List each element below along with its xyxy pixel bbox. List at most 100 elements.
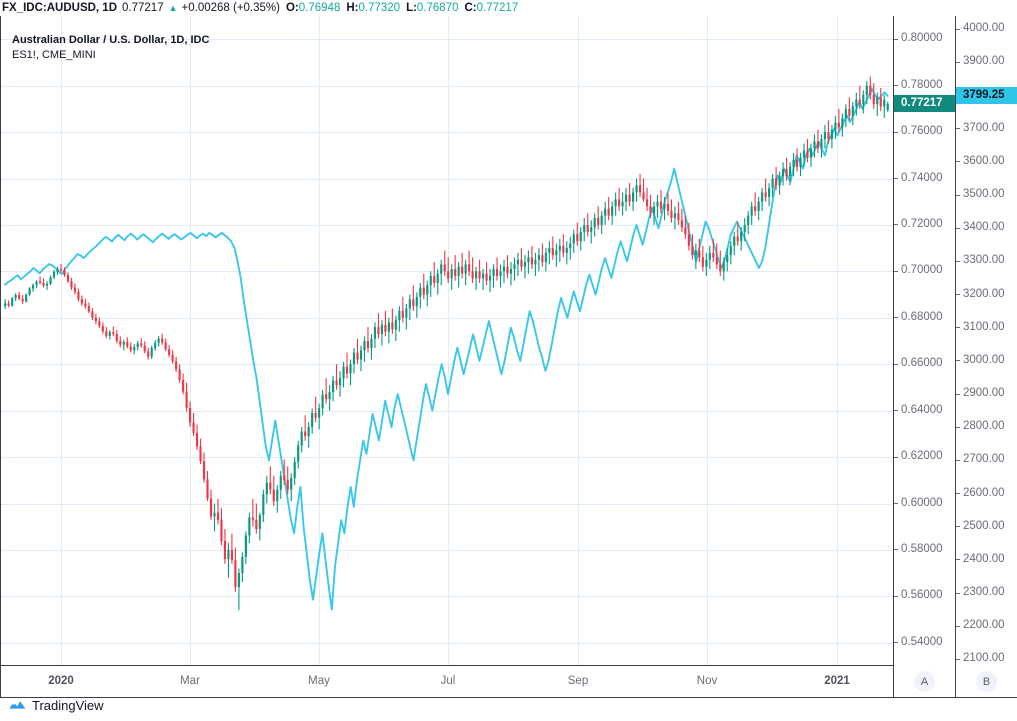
tick-label: 0.62000: [901, 450, 943, 463]
series-line-es1: [4, 88, 889, 611]
tick-label: 2800.00: [963, 420, 1005, 433]
tradingview-brand-label: TradingView: [32, 698, 104, 713]
time-axis-label: Nov: [696, 675, 718, 687]
tick-mark: [956, 426, 960, 428]
open-label: O:: [285, 2, 299, 14]
high-label: H:: [346, 2, 359, 14]
tick-label: 0.64000: [901, 403, 943, 416]
price-change: +0.00268 (+0.35%): [181, 2, 280, 14]
last-price: 0.77217: [122, 2, 164, 14]
tick-mark: [894, 549, 898, 551]
current-price-badge[interactable]: 0.77217: [894, 95, 955, 113]
tick-label: 3100.00: [963, 320, 1005, 333]
time-axis-label: May: [308, 675, 330, 687]
tick-mark: [956, 61, 960, 63]
tick-label: 0.54000: [901, 635, 943, 648]
tick-label: 0.56000: [901, 589, 943, 602]
tick-label: 2100.00: [963, 652, 1005, 665]
scale-button-a[interactable]: A: [893, 666, 955, 698]
tick-label: 0.66000: [901, 357, 943, 370]
tick-mark: [956, 625, 960, 627]
tick-label: 0.76000: [901, 125, 943, 138]
tick-label: 3700.00: [963, 121, 1005, 134]
price-scale-left-audusd[interactable]: 0.80000 0.78000 0.76000 0.74000 0.72000 0.700…: [893, 16, 955, 666]
ohlc-header: FX_IDC:AUDUSD, 1D 0.77217 ▲ +0.00268 (+0…: [0, 0, 1017, 16]
tick-mark: [956, 360, 960, 362]
low-label: L:: [406, 2, 417, 14]
ohlc-close: C:0.77217: [465, 0, 519, 16]
tick-label: 3300.00: [963, 254, 1005, 267]
chart-frame: Australian Dollar / U.S. Dollar, 1D, IDC…: [0, 16, 1017, 721]
current-price-badge[interactable]: 3799.25: [956, 87, 1017, 105]
tick-mark: [956, 493, 960, 495]
series-legend: Australian Dollar / U.S. Dollar, 1D, IDC…: [12, 33, 209, 63]
scale-button-a-label: A: [914, 671, 935, 692]
close-value: 0.77217: [476, 2, 519, 14]
ohlc-high: H:0.77320: [346, 0, 400, 16]
tick-label: 0.68000: [901, 310, 943, 323]
tick-mark: [894, 178, 898, 179]
tick-mark: [956, 559, 960, 561]
legend-secondary-series[interactable]: ES1!, CME_MINI: [12, 49, 96, 61]
chart-canvas: [1, 16, 893, 665]
tick-mark: [894, 642, 898, 644]
close-label: C:: [464, 2, 477, 14]
tick-mark: [956, 128, 960, 130]
time-axis-label: Mar: [180, 675, 200, 687]
symbol-title[interactable]: FX_IDC:AUDUSD, 1D: [2, 2, 118, 14]
tick-label: 3500.00: [963, 188, 1005, 201]
tick-mark: [956, 592, 960, 594]
tick-label: 2300.00: [963, 586, 1005, 599]
legend-primary-series[interactable]: Australian Dollar / U.S. Dollar, 1D, IDC: [12, 34, 210, 46]
tick-mark: [956, 459, 960, 461]
tick-mark: [894, 595, 898, 597]
tick-label: 0.70000: [901, 264, 943, 277]
open-value: 0.76948: [298, 2, 341, 14]
tick-mark: [956, 260, 960, 262]
tick-mark: [894, 456, 898, 458]
tick-label: 0.74000: [901, 171, 943, 184]
tick-mark: [956, 393, 960, 395]
tick-mark: [956, 327, 960, 329]
tick-label: 3000.00: [963, 353, 1005, 366]
tick-label: 2400.00: [963, 552, 1005, 565]
tick-mark: [894, 410, 898, 412]
tick-label: 0.60000: [901, 496, 943, 509]
ohlc-low: L:0.76870: [406, 0, 458, 16]
time-axis-label: Sep: [567, 675, 589, 687]
grid-lines: [1, 16, 893, 665]
tick-label: 2700.00: [963, 453, 1005, 466]
time-axis-label: 2021: [824, 675, 850, 687]
scale-button-b[interactable]: B: [955, 666, 1017, 698]
tick-label: 0.78000: [901, 78, 943, 91]
footer-branding: TradingView: [0, 690, 1017, 721]
tick-mark: [956, 658, 960, 660]
tick-mark: [956, 194, 960, 196]
low-value: 0.76870: [416, 2, 459, 14]
tick-label: 2500.00: [963, 519, 1005, 532]
tick-mark: [894, 131, 898, 133]
tick-mark: [956, 526, 960, 528]
tick-label: 2900.00: [963, 387, 1005, 400]
series-candlestick-audusd: [4, 76, 889, 611]
ohlc-open: O:0.76948: [286, 0, 340, 16]
tick-mark: [956, 227, 960, 229]
tick-label: 3400.00: [963, 221, 1005, 234]
tick-mark: [956, 161, 960, 163]
tick-mark: [894, 503, 898, 504]
tick-label: 3200.00: [963, 287, 1005, 300]
tick-label: 0.80000: [901, 32, 943, 45]
tick-mark: [894, 224, 898, 226]
tick-mark: [956, 28, 960, 30]
tick-mark: [894, 317, 898, 319]
tick-label: 0.72000: [901, 217, 943, 230]
tick-mark: [894, 85, 898, 87]
tick-label: 0.58000: [901, 542, 943, 555]
time-axis[interactable]: 2020 Mar May Jul Sep Nov 2021: [0, 666, 893, 698]
tick-mark: [956, 294, 960, 296]
tick-label: 4000.00: [963, 22, 1005, 35]
price-scale-right-es1[interactable]: 4000.003900.003800.003700.003600.003500.…: [955, 16, 1017, 666]
chart-plot-area[interactable]: Australian Dollar / U.S. Dollar, 1D, IDC…: [0, 16, 893, 666]
tick-mark: [894, 38, 898, 40]
